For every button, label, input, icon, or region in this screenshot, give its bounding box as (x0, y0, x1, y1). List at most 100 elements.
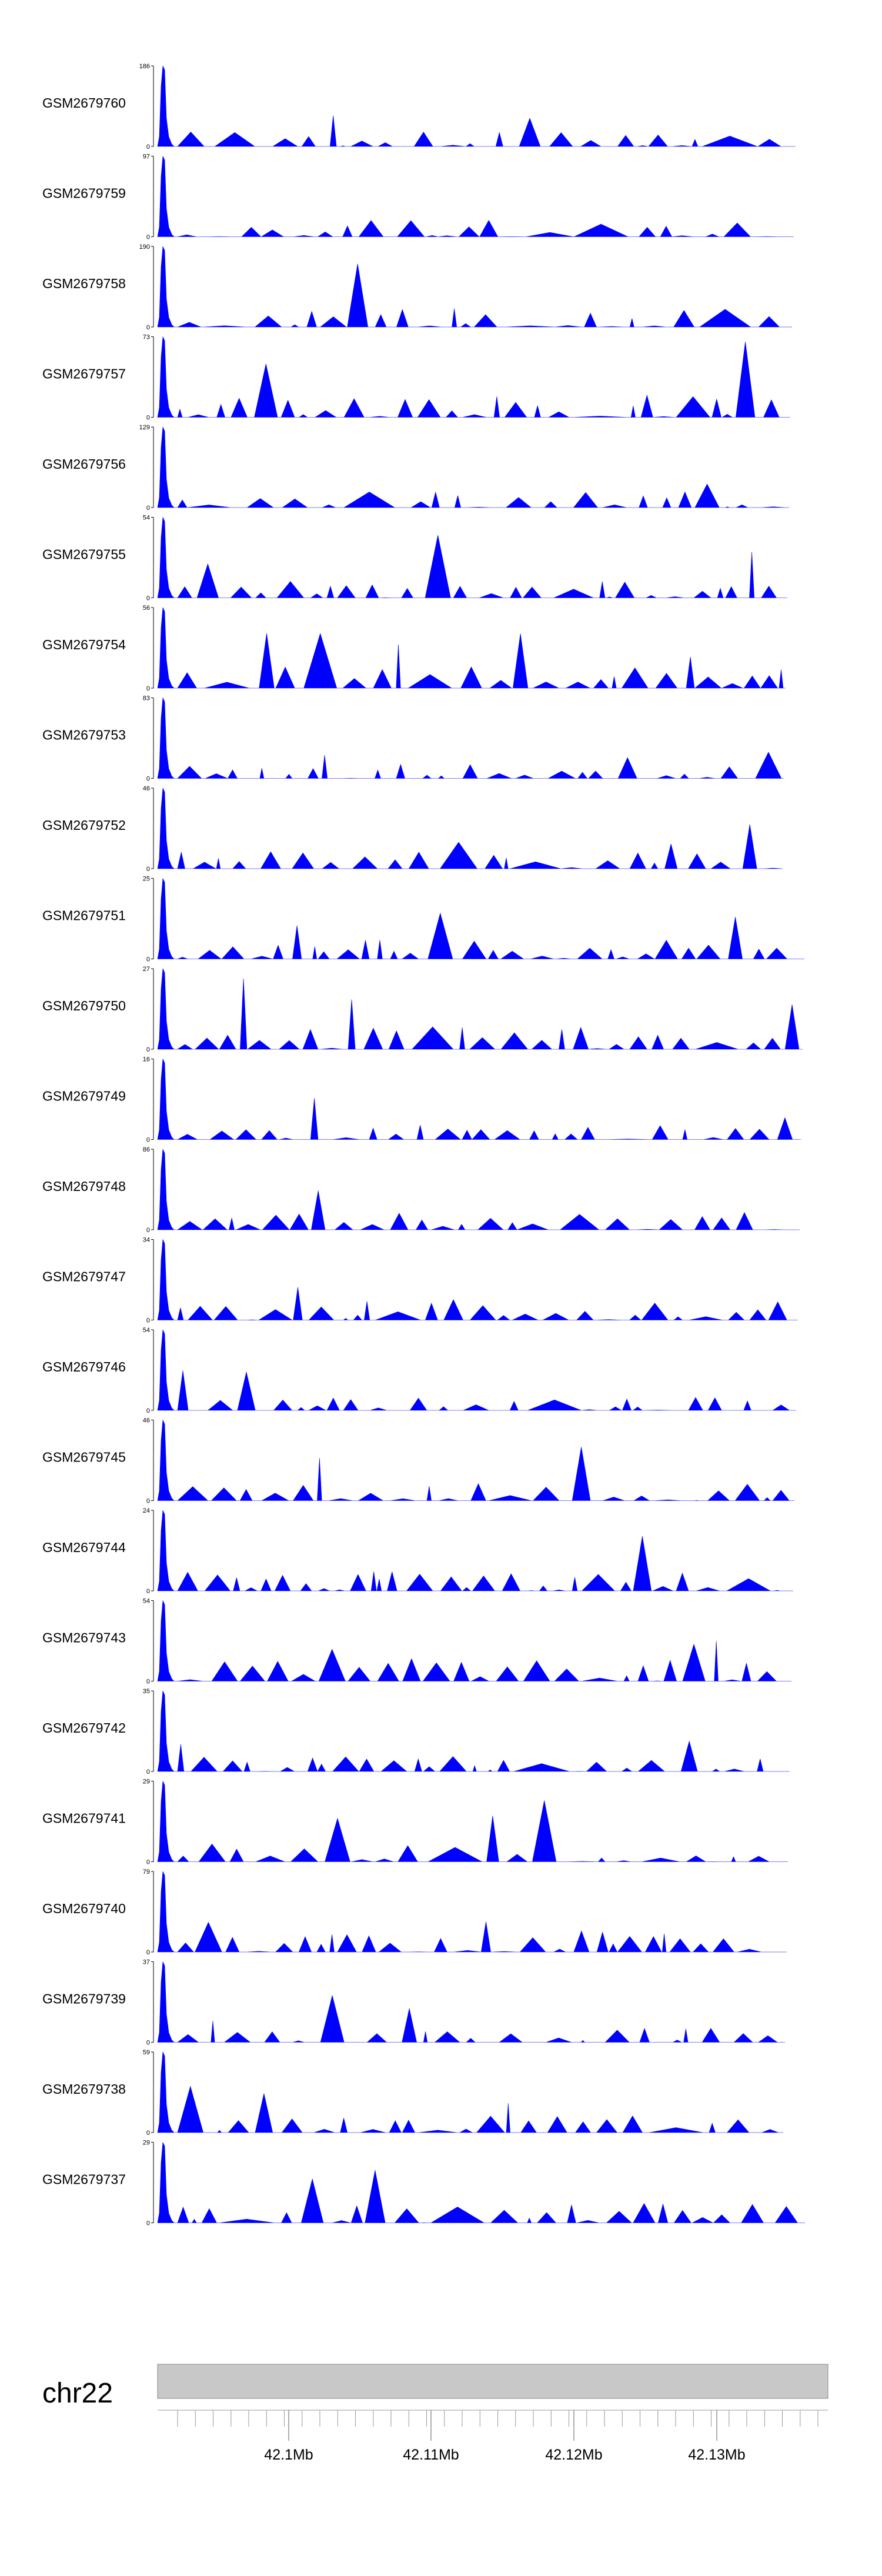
y-tick-label: 0 (146, 505, 150, 512)
track-label: GSM2679746 (42, 1359, 126, 1374)
coverage-area (157, 336, 790, 418)
track-label: GSM2679752 (42, 817, 126, 833)
genome-tick-label: 42.1Mb (264, 2447, 313, 2463)
y-tick-label: 190 (139, 243, 150, 251)
y-tick-label: 27 (143, 966, 150, 973)
y-tick-label: 0 (146, 2130, 150, 2137)
coverage-area (157, 1059, 801, 1140)
y-tick-label: 0 (146, 1137, 150, 1144)
coverage-area (157, 517, 787, 598)
track-label: GSM2679744 (42, 1540, 126, 1555)
y-tick-label: 0 (146, 1498, 150, 1505)
track-label: GSM2679742 (42, 1720, 126, 1736)
y-tick-label: 54 (143, 1327, 150, 1334)
track-label: GSM2679756 (42, 456, 126, 472)
y-tick-label: 0 (146, 595, 150, 602)
y-tick-label: 16 (143, 1056, 150, 1063)
track-label: GSM2679760 (42, 95, 126, 111)
chromosome-label: chr22 (42, 2378, 113, 2409)
tracks-layer: GSM2679760 186 0 GSM2679759 97 0 GSM2679758 190… (42, 63, 805, 2227)
y-tick-label: 186 (139, 63, 150, 70)
track-label: GSM2679745 (42, 1450, 126, 1465)
y-tick-label: 0 (146, 415, 150, 422)
genome-tick-label: 42.11Mb (403, 2447, 459, 2463)
coverage-area (157, 2142, 805, 2223)
coverage-area (157, 1781, 788, 1862)
coverage-area (157, 1871, 787, 1953)
y-tick-label: 0 (146, 2220, 150, 2227)
coverage-area (157, 698, 784, 779)
coverage-area (157, 2051, 783, 2133)
track-label: GSM2679755 (42, 547, 126, 562)
track-label: GSM2679743 (42, 1630, 126, 1646)
coverage-area (157, 968, 803, 1050)
y-tick-label: 79 (143, 1868, 150, 1876)
track-label: GSM2679740 (42, 1901, 126, 1916)
y-tick-label: 0 (146, 1407, 150, 1414)
track-label: GSM2679748 (42, 1179, 126, 1194)
y-tick-label: 0 (146, 1227, 150, 1234)
track-label: GSM2679738 (42, 2081, 126, 2097)
y-tick-label: 35 (143, 1688, 150, 1695)
track-label: GSM2679741 (42, 1811, 126, 1826)
coverage-area (157, 1600, 791, 1681)
genome-axis: chr22 42.1Mb 42.11Mb 42.12Mb 42.13Mb (42, 2364, 828, 2463)
y-tick-label: 0 (146, 234, 150, 241)
track-label: GSM2679759 (42, 186, 126, 201)
genome-tick-label: 42.13Mb (688, 2447, 745, 2463)
y-tick-label: 46 (143, 785, 150, 792)
track-label: GSM2679753 (42, 728, 126, 743)
track-label: GSM2679737 (42, 2172, 126, 2187)
y-tick-label: 83 (143, 695, 150, 702)
track-label: GSM2679751 (42, 908, 126, 923)
coverage-area (157, 426, 789, 508)
y-tick-label: 25 (143, 876, 150, 883)
y-tick-label: 0 (146, 776, 150, 783)
coverage-area (157, 65, 796, 147)
y-tick-label: 24 (143, 1507, 150, 1514)
track-label: GSM2679754 (42, 637, 126, 652)
y-tick-label: 0 (146, 1588, 150, 1595)
y-tick-label: 0 (146, 1769, 150, 1776)
y-tick-label: 0 (146, 1859, 150, 1866)
coverage-area (157, 156, 794, 237)
y-tick-label: 0 (146, 1046, 150, 1053)
y-tick-label: 46 (143, 1417, 150, 1424)
y-tick-label: 86 (143, 1146, 150, 1153)
y-tick-label: 37 (143, 1959, 150, 1966)
track-label: GSM2679747 (42, 1269, 126, 1284)
y-tick-label: 0 (146, 2040, 150, 2047)
track-label: GSM2679757 (42, 366, 126, 382)
coverage-area (157, 1510, 793, 1591)
coverage-area (157, 878, 804, 959)
y-tick-label: 0 (146, 1317, 150, 1324)
track-label: GSM2679739 (42, 1991, 126, 2007)
y-tick-label: 0 (146, 956, 150, 963)
y-tick-label: 97 (143, 154, 150, 161)
y-tick-label: 129 (139, 424, 150, 431)
genome-tick-label: 42.12Mb (545, 2447, 602, 2463)
coverage-area (157, 1690, 790, 1772)
y-tick-label: 0 (146, 1949, 150, 1956)
y-tick-label: 73 (143, 334, 150, 341)
y-tick-label: 0 (146, 324, 150, 331)
y-tick-label: 54 (143, 1598, 150, 1605)
coverage-area (157, 788, 783, 869)
coverage-area (157, 607, 786, 689)
y-tick-label: 0 (146, 144, 150, 151)
y-tick-label: 29 (143, 1778, 150, 1786)
coverage-area (157, 1329, 796, 1411)
y-tick-label: 54 (143, 515, 150, 522)
coverage-area (157, 1149, 800, 1230)
y-tick-label: 59 (143, 2049, 150, 2056)
y-tick-label: 0 (146, 1679, 150, 1686)
track-label: GSM2679750 (42, 998, 126, 1013)
y-tick-label: 0 (146, 866, 150, 873)
coverage-area (157, 1420, 794, 1501)
track-label: GSM2679749 (42, 1089, 126, 1104)
coverage-area (157, 1961, 785, 2043)
coverage-area (157, 1239, 798, 1320)
y-tick-label: 34 (143, 1237, 150, 1244)
y-tick-label: 0 (146, 685, 150, 692)
